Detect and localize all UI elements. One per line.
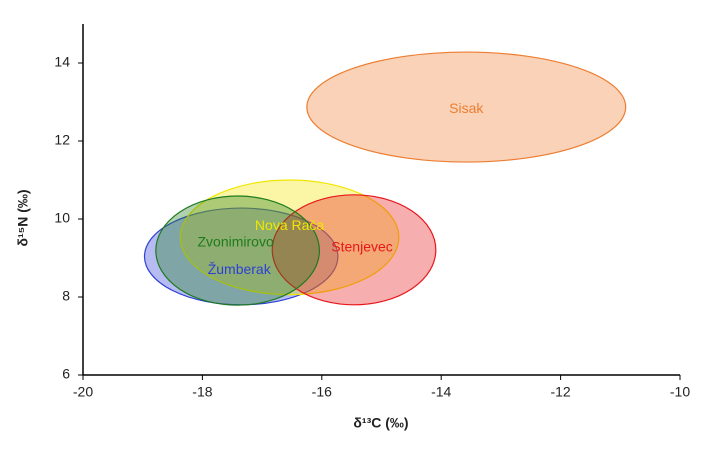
- series-label: Žumberak: [208, 261, 272, 277]
- x-tick-label: -18: [192, 384, 212, 400]
- series-label: Nova Rača: [255, 217, 324, 233]
- y-tick-label: 14: [54, 54, 70, 70]
- ellipse: [306, 51, 627, 163]
- y-tick-label: 8: [62, 288, 70, 304]
- x-tick-label: -14: [431, 384, 451, 400]
- ellipse: [155, 195, 321, 306]
- y-axis-title: δ¹⁵N (‰): [15, 189, 31, 246]
- ellipse: [179, 179, 400, 296]
- y-tick-label: 10: [54, 210, 70, 226]
- x-axis-title: δ¹³C (‰): [353, 415, 408, 431]
- y-tick-label: 12: [54, 132, 70, 148]
- series-label: Sisak: [449, 100, 484, 116]
- x-tick-label: -10: [670, 384, 690, 400]
- series-label: Stenjevec: [331, 239, 392, 255]
- series-label: Zvonimirovo: [197, 233, 273, 249]
- x-tick-label: -20: [73, 384, 93, 400]
- ellipse: [271, 194, 437, 306]
- x-tick-label: -12: [550, 384, 570, 400]
- x-tick-label: -16: [312, 384, 332, 400]
- y-tick-label: 6: [62, 366, 70, 382]
